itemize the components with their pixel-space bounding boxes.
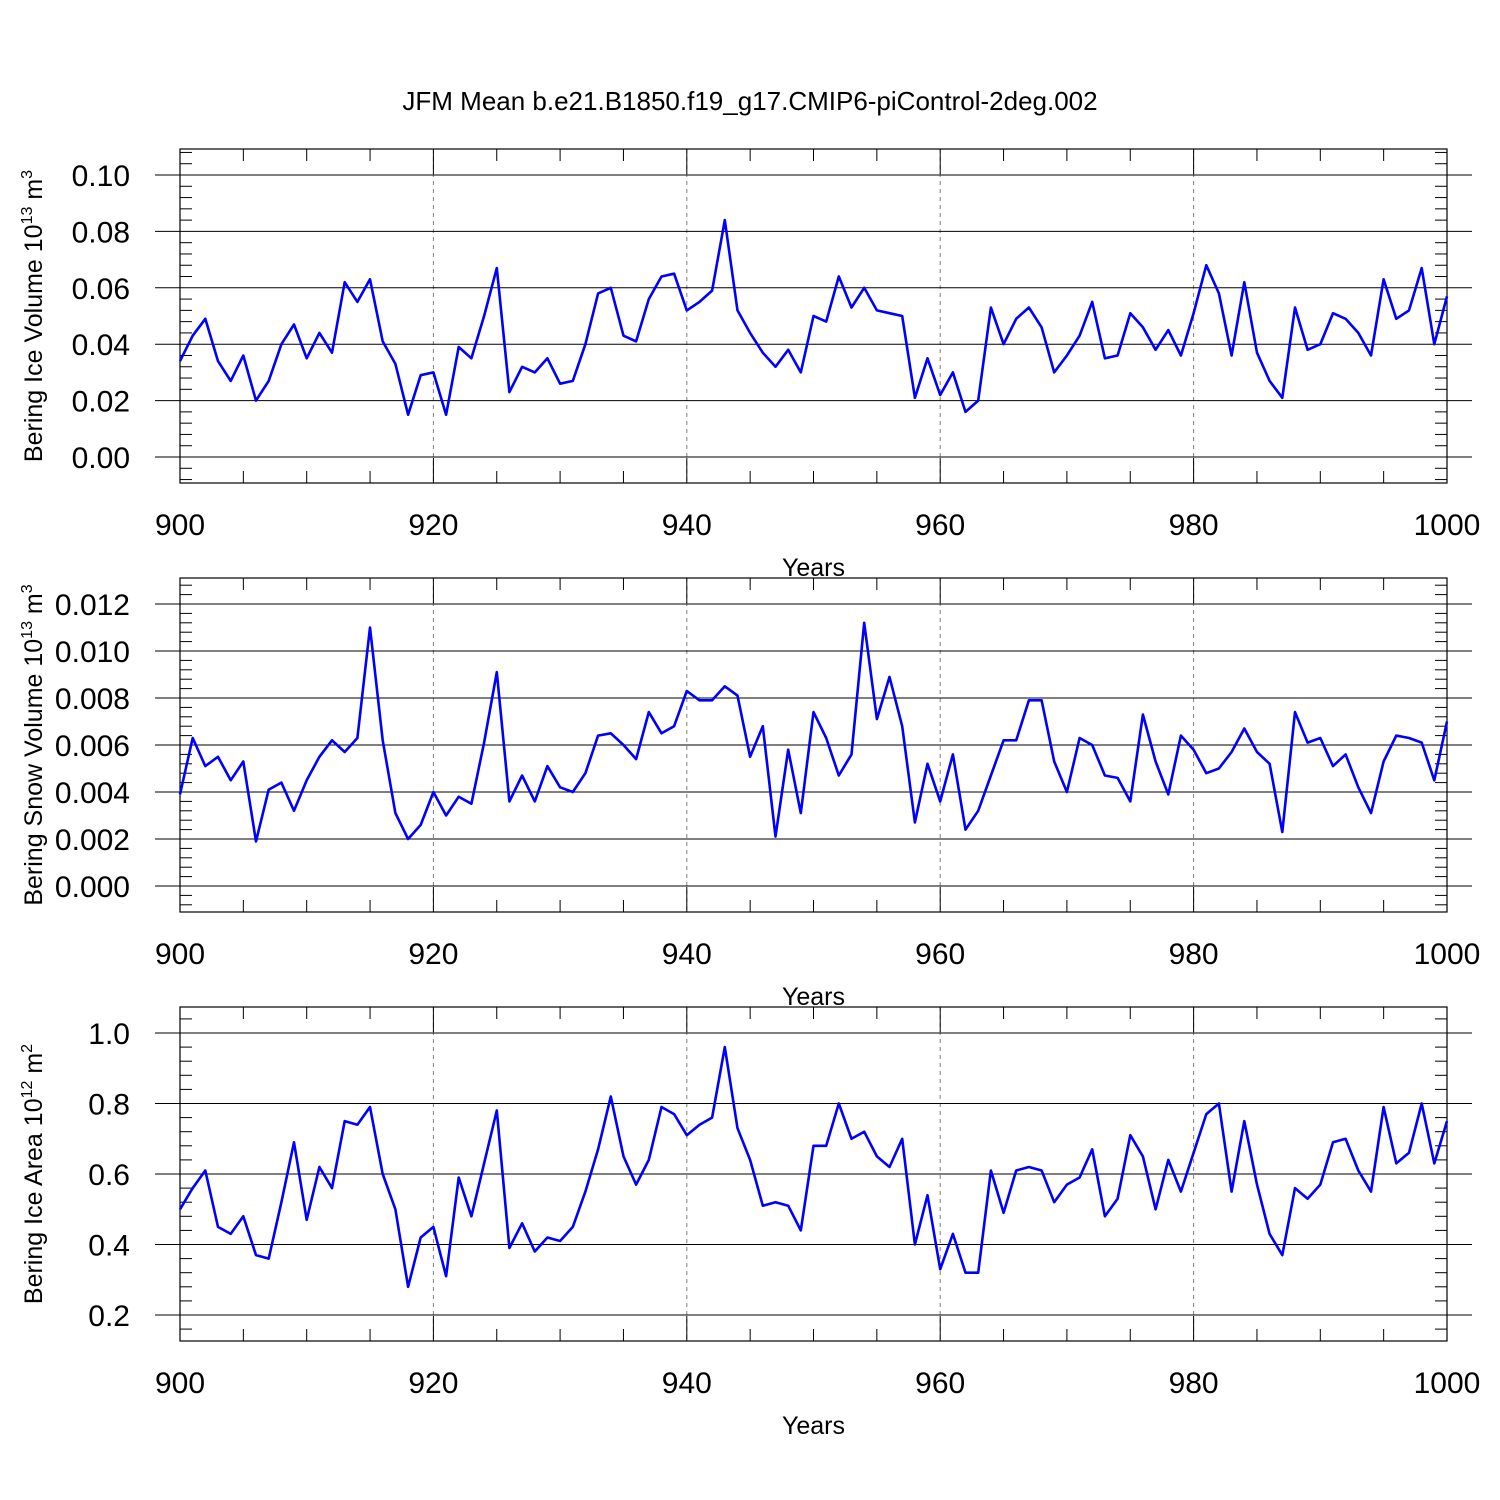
y-tick-label: 0.2 <box>88 1300 130 1333</box>
y-axis-title: Bering Ice Area 1012 m2 <box>19 1044 48 1304</box>
x-tick-label: 940 <box>662 509 712 542</box>
series-line <box>178 1045 1449 1289</box>
x-tick-label: 940 <box>662 1367 712 1400</box>
panel-2: 900 920 940 960 980 1000 0.000 0.002 0.004 0.006 0… <box>19 577 1481 1011</box>
y-tick-label: 0.6 <box>88 1159 130 1192</box>
x-tick-label: 980 <box>1169 509 1219 542</box>
y-tick-label: 0.04 <box>72 329 130 362</box>
x-axis-title: Years <box>782 983 845 1011</box>
y-axis-title-unit: m <box>20 1053 48 1081</box>
x-tick-label: 980 <box>1169 1367 1219 1400</box>
x-tick-label: 900 <box>155 509 205 542</box>
y-axis-title-unit: m <box>20 179 48 207</box>
y-axis-title-prefix: Bering Snow Volume 10 <box>20 639 48 906</box>
y-tick-label: 1.0 <box>88 1018 130 1051</box>
x-tick-label: 960 <box>915 1367 965 1400</box>
y-axis-title-exp: 13 <box>19 207 36 225</box>
y-axis-title-exp: 12 <box>19 1080 36 1098</box>
series-line <box>178 621 1449 843</box>
y-tick-label: 0.012 <box>55 589 130 622</box>
x-tick-label: 920 <box>408 509 458 542</box>
x-tick-label: 940 <box>662 938 712 971</box>
x-tick-label: 1000 <box>1414 1367 1481 1400</box>
y-tick-label: 0.00 <box>72 442 130 475</box>
x-axis-title: Years <box>782 554 845 582</box>
y-tick-label: 0.4 <box>88 1230 130 1263</box>
y-axis-title: Bering Snow Volume 1013 m3 <box>19 584 48 905</box>
x-tick-label: 1000 <box>1414 938 1481 971</box>
x-tick-label: 920 <box>408 1367 458 1400</box>
y-axis-title: Bering Ice Volume 1013 m3 <box>19 170 48 462</box>
y-axis-title-unit-exp: 3 <box>19 170 36 179</box>
y-axis-title-prefix: Bering Ice Area 10 <box>20 1098 48 1304</box>
y-tick-label: 0.004 <box>55 777 130 810</box>
y-tick-label: 0.8 <box>88 1089 130 1122</box>
panel-3: 900 920 940 960 980 1000 0.2 0.4 0.6 0.8 1.0 Years B… <box>19 1006 1481 1440</box>
y-tick-label: 0.008 <box>55 683 130 716</box>
y-tick-label: 0.002 <box>55 824 130 857</box>
y-tick-label: 0.006 <box>55 730 130 763</box>
x-tick-label: 900 <box>155 938 205 971</box>
chart-title: JFM Mean b.e21.B1850.f19_g17.CMIP6-piCon… <box>402 86 1097 116</box>
y-tick-label: 0.10 <box>72 160 130 193</box>
y-axis-title-unit-exp: 2 <box>19 1044 36 1053</box>
x-tick-label: 900 <box>155 1367 205 1400</box>
x-axis-title: Years <box>782 1412 845 1440</box>
y-tick-label: 0.06 <box>72 273 130 306</box>
y-axis-title-exp: 13 <box>19 621 36 639</box>
y-tick-label: 0.000 <box>55 871 130 904</box>
y-axis-title-unit: m <box>20 593 48 621</box>
y-axis-title-unit-exp: 3 <box>19 584 36 593</box>
x-tick-label: 920 <box>408 938 458 971</box>
series-line <box>178 218 1449 417</box>
y-tick-label: 0.02 <box>72 386 130 419</box>
x-tick-label: 1000 <box>1414 509 1481 542</box>
panels: 900 920 940 960 980 1000 0.00 0.02 0.04 0.06 0.08 0… <box>19 148 1481 1440</box>
x-tick-label: 980 <box>1169 938 1219 971</box>
x-tick-label: 960 <box>915 938 965 971</box>
x-tick-label: 960 <box>915 509 965 542</box>
y-tick-label: 0.010 <box>55 636 130 669</box>
panel-1: 900 920 940 960 980 1000 0.00 0.02 0.04 0.06 0.08 0… <box>19 148 1481 582</box>
y-tick-label: 0.08 <box>72 216 130 249</box>
y-axis-title-prefix: Bering Ice Volume 10 <box>20 224 48 462</box>
